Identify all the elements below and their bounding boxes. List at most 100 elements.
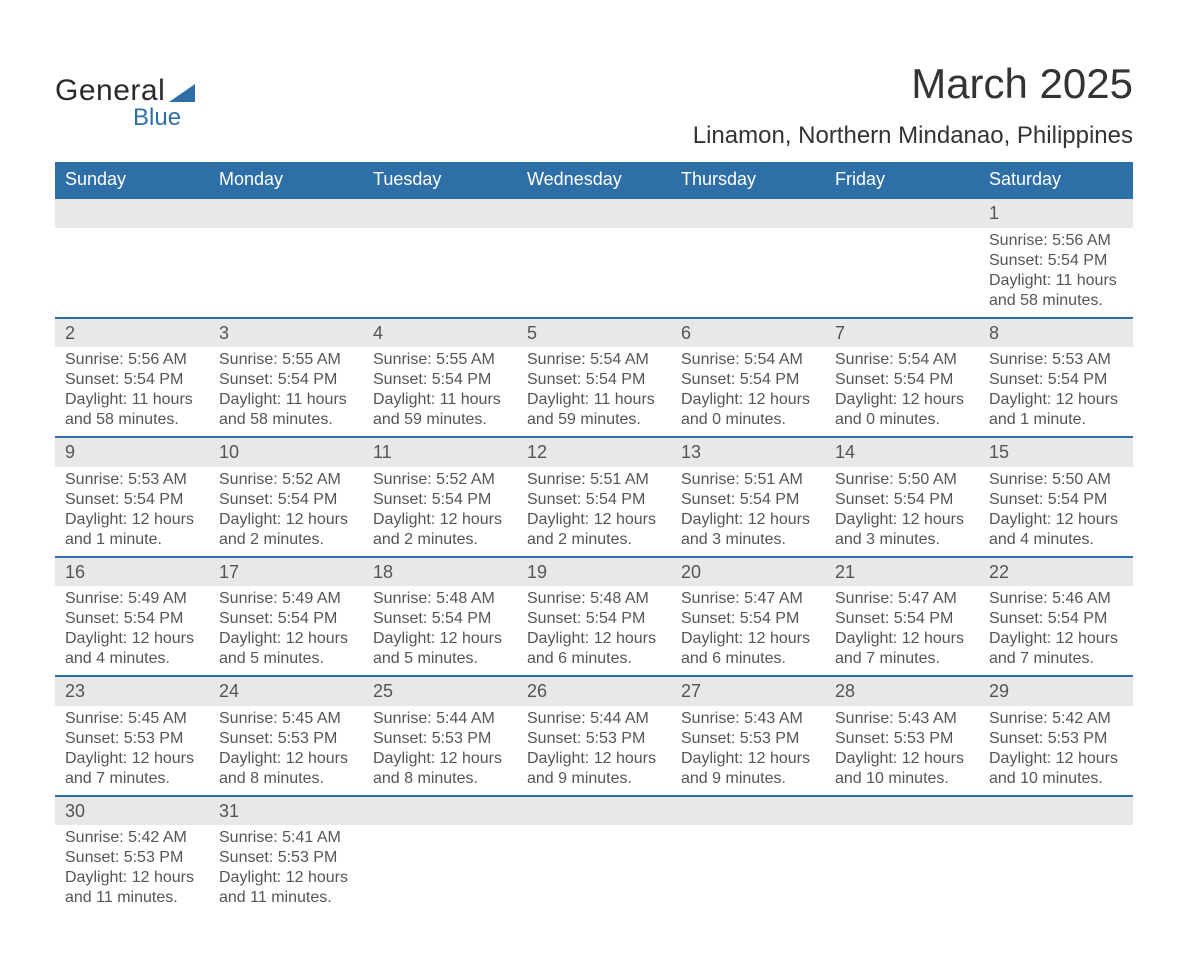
sunrise-line: Sunrise: 5:48 AM <box>527 589 661 609</box>
day-number-cell: 1 <box>979 198 1133 228</box>
daylight-line: Daylight: 12 hours and 1 minute. <box>65 510 199 550</box>
sunrise-line: Sunrise: 5:56 AM <box>989 231 1123 251</box>
day-detail-cell: Sunrise: 5:46 AMSunset: 5:54 PMDaylight:… <box>979 586 1133 676</box>
sunrise-line: Sunrise: 5:53 AM <box>65 470 199 490</box>
sunset-line: Sunset: 5:54 PM <box>681 490 815 510</box>
sunrise-line: Sunrise: 5:53 AM <box>989 350 1123 370</box>
day-number-cell: 28 <box>825 676 979 706</box>
daylight-line: Daylight: 12 hours and 4 minutes. <box>989 510 1123 550</box>
sunrise-line: Sunrise: 5:43 AM <box>681 709 815 729</box>
sunrise-line: Sunrise: 5:52 AM <box>373 470 507 490</box>
day-number-cell: 17 <box>209 557 363 587</box>
day-detail-cell <box>671 228 825 318</box>
sunset-line: Sunset: 5:54 PM <box>527 490 661 510</box>
logo-triangle-icon <box>169 84 195 102</box>
day-number-cell <box>517 796 671 826</box>
sunrise-line: Sunrise: 5:42 AM <box>65 828 199 848</box>
day-number-cell <box>517 198 671 228</box>
day-detail-cell: Sunrise: 5:53 AMSunset: 5:54 PMDaylight:… <box>979 347 1133 437</box>
daylight-line: Daylight: 11 hours and 58 minutes. <box>219 390 353 430</box>
day-detail-cell: Sunrise: 5:51 AMSunset: 5:54 PMDaylight:… <box>517 467 671 557</box>
day-number-cell <box>363 198 517 228</box>
day-detail-cell: Sunrise: 5:48 AMSunset: 5:54 PMDaylight:… <box>363 586 517 676</box>
day-detail-cell <box>209 228 363 318</box>
day-detail-cell: Sunrise: 5:55 AMSunset: 5:54 PMDaylight:… <box>363 347 517 437</box>
day-detail-cell: Sunrise: 5:45 AMSunset: 5:53 PMDaylight:… <box>209 706 363 796</box>
sunset-line: Sunset: 5:53 PM <box>219 848 353 868</box>
sunrise-line: Sunrise: 5:45 AM <box>219 709 353 729</box>
day-number-cell <box>825 198 979 228</box>
sunrise-line: Sunrise: 5:55 AM <box>219 350 353 370</box>
day-detail-cell <box>517 825 671 914</box>
daylight-line: Daylight: 12 hours and 2 minutes. <box>373 510 507 550</box>
day-number-cell: 7 <box>825 318 979 348</box>
sunrise-line: Sunrise: 5:54 AM <box>527 350 661 370</box>
day-number-cell: 26 <box>517 676 671 706</box>
day-header-row: SundayMondayTuesdayWednesdayThursdayFrid… <box>55 162 1133 198</box>
logo: General Blue <box>55 74 195 132</box>
detail-row: Sunrise: 5:45 AMSunset: 5:53 PMDaylight:… <box>55 706 1133 796</box>
day-number-cell: 10 <box>209 437 363 467</box>
sunrise-line: Sunrise: 5:43 AM <box>835 709 969 729</box>
daylight-line: Daylight: 11 hours and 59 minutes. <box>527 390 661 430</box>
sunset-line: Sunset: 5:54 PM <box>989 251 1123 271</box>
day-detail-cell <box>825 825 979 914</box>
sunset-line: Sunset: 5:53 PM <box>989 729 1123 749</box>
sunset-line: Sunset: 5:54 PM <box>835 609 969 629</box>
day-number-cell: 6 <box>671 318 825 348</box>
daylight-line: Daylight: 12 hours and 7 minutes. <box>65 749 199 789</box>
sunrise-line: Sunrise: 5:56 AM <box>65 350 199 370</box>
day-detail-cell: Sunrise: 5:41 AMSunset: 5:53 PMDaylight:… <box>209 825 363 914</box>
day-number-cell <box>979 796 1133 826</box>
month-title: March 2025 <box>693 60 1133 108</box>
detail-row: Sunrise: 5:56 AMSunset: 5:54 PMDaylight:… <box>55 228 1133 318</box>
sunset-line: Sunset: 5:54 PM <box>373 370 507 390</box>
daylight-line: Daylight: 12 hours and 3 minutes. <box>835 510 969 550</box>
sunrise-line: Sunrise: 5:42 AM <box>989 709 1123 729</box>
day-detail-cell: Sunrise: 5:42 AMSunset: 5:53 PMDaylight:… <box>979 706 1133 796</box>
sunset-line: Sunset: 5:54 PM <box>681 370 815 390</box>
day-header: Wednesday <box>517 162 671 198</box>
sunrise-line: Sunrise: 5:54 AM <box>681 350 815 370</box>
sunset-line: Sunset: 5:54 PM <box>989 490 1123 510</box>
day-detail-cell: Sunrise: 5:49 AMSunset: 5:54 PMDaylight:… <box>209 586 363 676</box>
day-detail-cell: Sunrise: 5:54 AMSunset: 5:54 PMDaylight:… <box>825 347 979 437</box>
sunset-line: Sunset: 5:54 PM <box>527 609 661 629</box>
sunrise-line: Sunrise: 5:52 AM <box>219 470 353 490</box>
sunset-line: Sunset: 5:53 PM <box>219 729 353 749</box>
sunset-line: Sunset: 5:53 PM <box>373 729 507 749</box>
page-header: General Blue March 2025 Linamon, Norther… <box>55 60 1133 150</box>
daylight-line: Daylight: 11 hours and 59 minutes. <box>373 390 507 430</box>
day-detail-cell: Sunrise: 5:52 AMSunset: 5:54 PMDaylight:… <box>209 467 363 557</box>
daylight-line: Daylight: 12 hours and 3 minutes. <box>681 510 815 550</box>
sunrise-line: Sunrise: 5:50 AM <box>989 470 1123 490</box>
day-number-cell: 20 <box>671 557 825 587</box>
daylight-line: Daylight: 12 hours and 5 minutes. <box>373 629 507 669</box>
daynum-row: 2345678 <box>55 318 1133 348</box>
sunset-line: Sunset: 5:54 PM <box>989 370 1123 390</box>
calendar-table: SundayMondayTuesdayWednesdayThursdayFrid… <box>55 162 1133 914</box>
sunrise-line: Sunrise: 5:46 AM <box>989 589 1123 609</box>
detail-row: Sunrise: 5:56 AMSunset: 5:54 PMDaylight:… <box>55 347 1133 437</box>
day-detail-cell: Sunrise: 5:50 AMSunset: 5:54 PMDaylight:… <box>979 467 1133 557</box>
sunrise-line: Sunrise: 5:47 AM <box>835 589 969 609</box>
logo-word-blue: Blue <box>133 104 181 132</box>
daynum-row: 23242526272829 <box>55 676 1133 706</box>
daylight-line: Daylight: 12 hours and 6 minutes. <box>681 629 815 669</box>
day-detail-cell: Sunrise: 5:56 AMSunset: 5:54 PMDaylight:… <box>55 347 209 437</box>
daynum-row: 1 <box>55 198 1133 228</box>
sunrise-line: Sunrise: 5:51 AM <box>681 470 815 490</box>
day-number-cell: 5 <box>517 318 671 348</box>
day-number-cell: 16 <box>55 557 209 587</box>
day-detail-cell: Sunrise: 5:52 AMSunset: 5:54 PMDaylight:… <box>363 467 517 557</box>
sunset-line: Sunset: 5:54 PM <box>65 490 199 510</box>
day-detail-cell: Sunrise: 5:53 AMSunset: 5:54 PMDaylight:… <box>55 467 209 557</box>
day-detail-cell: Sunrise: 5:44 AMSunset: 5:53 PMDaylight:… <box>517 706 671 796</box>
sunset-line: Sunset: 5:53 PM <box>65 729 199 749</box>
day-number-cell: 15 <box>979 437 1133 467</box>
daylight-line: Daylight: 12 hours and 7 minutes. <box>835 629 969 669</box>
sunset-line: Sunset: 5:54 PM <box>373 609 507 629</box>
sunrise-line: Sunrise: 5:47 AM <box>681 589 815 609</box>
day-number-cell <box>363 796 517 826</box>
sunset-line: Sunset: 5:54 PM <box>835 370 969 390</box>
